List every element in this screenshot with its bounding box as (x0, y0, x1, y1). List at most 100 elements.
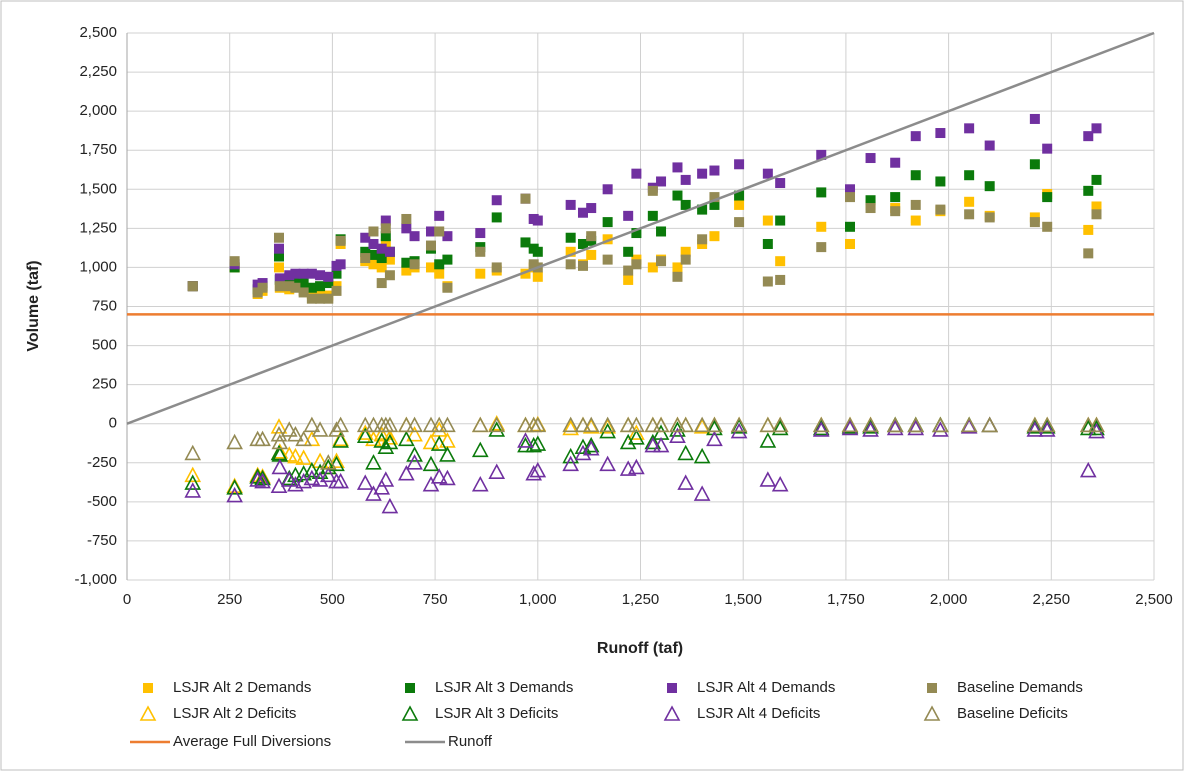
triangle-marker (332, 472, 349, 489)
square-marker (890, 206, 901, 217)
legend-label: Average Full Diversions (173, 733, 331, 750)
triangle-marker (644, 436, 662, 453)
square-marker (442, 231, 453, 242)
triangle-marker (332, 416, 349, 433)
square-marker (384, 270, 395, 281)
legend-label: LSJR Alt 2 Demands (173, 679, 311, 696)
triangle-marker (599, 455, 616, 472)
triangle-marker (184, 474, 202, 490)
triangle-marker (311, 471, 329, 487)
triangle-marker (759, 432, 777, 448)
triangle-marker (562, 455, 580, 472)
square-marker (623, 265, 634, 276)
triangle-marker (271, 458, 289, 475)
legend-label: Baseline Demands (957, 679, 1083, 696)
square-marker (532, 246, 543, 257)
square-marker (368, 249, 379, 260)
triangle-marker (303, 430, 321, 447)
square-marker (845, 184, 856, 195)
square-marker (331, 268, 342, 279)
square-marker (656, 176, 667, 187)
square-marker (565, 246, 576, 257)
triangle-marker (759, 416, 777, 433)
square-marker (532, 215, 543, 226)
square-marker (257, 282, 268, 293)
triangle-marker (841, 419, 859, 436)
y-tick-label: 1,250 (79, 219, 117, 236)
square-marker (762, 168, 773, 179)
triangle-marker (398, 465, 415, 481)
square-marker (384, 246, 395, 257)
square-marker (586, 203, 597, 214)
square-marker (680, 199, 691, 210)
square-marker (306, 282, 317, 293)
triangle-marker (377, 438, 395, 454)
square-marker (273, 232, 284, 243)
square-marker (890, 157, 901, 168)
square-marker (577, 260, 588, 271)
triangle-marker (356, 424, 374, 440)
triangle-marker (669, 421, 686, 437)
y-tick-label: 0 (109, 415, 117, 432)
triangle-marker (812, 421, 830, 437)
y-tick-label: 1,500 (79, 180, 117, 197)
square-marker (273, 262, 284, 273)
triangle-marker (439, 469, 456, 486)
triangle-marker (706, 430, 723, 447)
square-marker (656, 226, 667, 237)
square-marker (935, 176, 946, 187)
triangle-marker (1038, 416, 1056, 433)
triangle-marker (628, 424, 645, 440)
square-marker (306, 293, 317, 304)
triangle-marker (184, 444, 202, 461)
square-marker (273, 243, 284, 254)
square-marker (368, 238, 379, 249)
triangle-marker (280, 471, 298, 487)
square-marker (376, 253, 387, 264)
triangle-marker (381, 433, 399, 450)
triangle-marker (271, 433, 289, 450)
triangle-marker (488, 416, 506, 433)
square-marker (672, 162, 683, 173)
x-tick-label: 1,250 (622, 591, 660, 608)
square-marker (890, 192, 901, 203)
square-marker (984, 212, 995, 223)
square-marker (865, 203, 876, 214)
square-marker (532, 271, 543, 282)
y-tick-label: 250 (92, 376, 117, 393)
square-marker (434, 268, 445, 279)
triangle-marker (706, 419, 723, 436)
triangle-marker (582, 440, 600, 456)
triangle-marker (562, 416, 580, 433)
square-marker (586, 249, 597, 260)
square-marker (935, 128, 946, 139)
square-marker (491, 195, 502, 206)
square-marker (368, 259, 379, 270)
square-marker (401, 257, 412, 268)
square-marker (1083, 131, 1094, 142)
triangle-marker (406, 454, 423, 470)
triangle-marker (730, 416, 748, 433)
triangle-marker (430, 416, 448, 433)
triangle-marker (628, 416, 645, 433)
triangle-marker (599, 416, 616, 433)
square-marker (475, 246, 486, 257)
triangle-marker (841, 416, 859, 433)
triangle-marker (529, 416, 547, 433)
square-marker (290, 282, 301, 293)
triangle-marker (628, 458, 645, 475)
square-marker (491, 262, 502, 273)
triangle-marker (422, 416, 440, 433)
triangle-marker (562, 447, 580, 464)
triangle-marker (693, 447, 711, 464)
square-marker (380, 231, 391, 242)
legend-marker (923, 705, 941, 721)
square-marker (672, 262, 683, 273)
triangle-marker (1088, 416, 1105, 433)
square-marker (577, 207, 588, 218)
square-marker (816, 187, 827, 198)
x-axis-title: Runoff (taf) (597, 640, 683, 657)
square-marker (565, 232, 576, 243)
triangle-marker (669, 416, 686, 433)
triangle-marker (295, 430, 312, 447)
